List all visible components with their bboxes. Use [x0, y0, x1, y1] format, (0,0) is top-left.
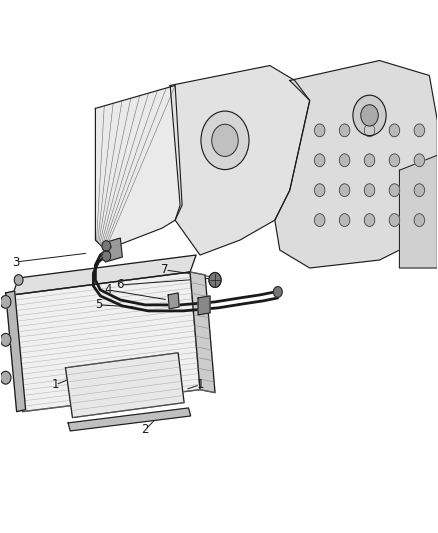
Circle shape: [414, 184, 424, 197]
Circle shape: [0, 334, 11, 346]
Text: 3: 3: [12, 255, 19, 269]
Text: 4: 4: [105, 284, 112, 296]
Polygon shape: [168, 293, 179, 309]
Text: 2: 2: [141, 423, 149, 436]
Circle shape: [414, 154, 424, 167]
Text: 5: 5: [95, 298, 102, 311]
Circle shape: [102, 241, 111, 252]
Circle shape: [0, 372, 11, 384]
Circle shape: [364, 184, 375, 197]
Circle shape: [361, 105, 378, 126]
Text: 1: 1: [196, 378, 204, 391]
Circle shape: [339, 184, 350, 197]
Circle shape: [102, 251, 111, 261]
Circle shape: [414, 124, 424, 137]
Polygon shape: [190, 272, 215, 393]
Circle shape: [339, 124, 350, 137]
Polygon shape: [198, 296, 210, 315]
Circle shape: [339, 214, 350, 227]
Polygon shape: [95, 85, 182, 250]
Circle shape: [353, 95, 386, 135]
Circle shape: [339, 154, 350, 167]
Circle shape: [314, 184, 325, 197]
Polygon shape: [6, 291, 25, 411]
Polygon shape: [275, 61, 437, 268]
Circle shape: [201, 111, 249, 169]
Polygon shape: [170, 66, 310, 255]
Polygon shape: [399, 155, 437, 268]
Circle shape: [273, 287, 282, 297]
Circle shape: [314, 124, 325, 137]
Text: 6: 6: [117, 278, 124, 292]
Circle shape: [414, 214, 424, 227]
Circle shape: [389, 154, 400, 167]
Circle shape: [212, 124, 238, 156]
Circle shape: [364, 154, 375, 167]
Circle shape: [389, 124, 400, 137]
Circle shape: [209, 272, 221, 287]
Polygon shape: [68, 408, 191, 431]
Polygon shape: [103, 238, 122, 262]
Circle shape: [389, 184, 400, 197]
Circle shape: [314, 154, 325, 167]
Text: 1: 1: [52, 378, 59, 391]
Circle shape: [314, 214, 325, 227]
Circle shape: [14, 274, 23, 285]
Circle shape: [0, 295, 11, 308]
Circle shape: [364, 124, 375, 137]
Polygon shape: [66, 353, 184, 417]
Text: 7: 7: [162, 263, 169, 277]
Circle shape: [389, 214, 400, 227]
Polygon shape: [13, 255, 196, 295]
Polygon shape: [13, 272, 200, 411]
Circle shape: [364, 214, 375, 227]
